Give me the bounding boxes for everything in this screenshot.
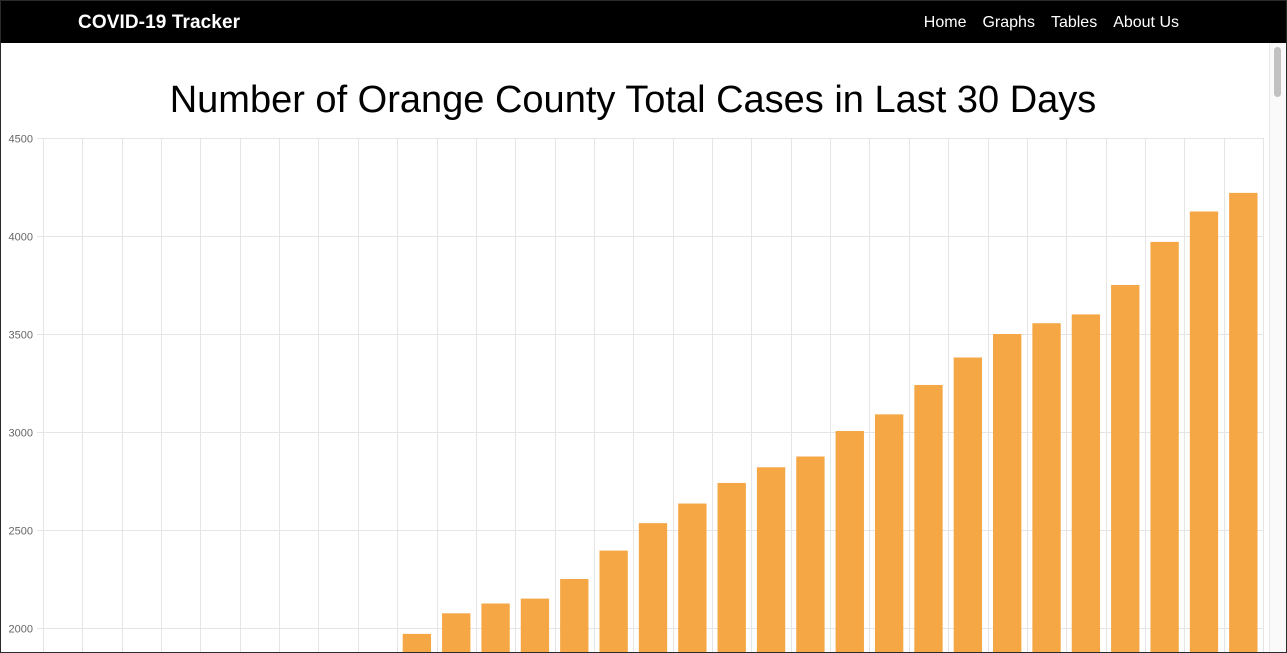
bar (953, 357, 983, 652)
bar (1189, 211, 1219, 652)
bar-chart: 2000 2500 3000 3500 4000 4500 (9, 134, 1264, 652)
bar (638, 523, 668, 652)
bar (599, 550, 628, 652)
scrollbar[interactable] (1269, 43, 1286, 652)
bar (520, 598, 550, 652)
scrollbar-thumb[interactable] (1274, 47, 1281, 97)
bar (756, 467, 786, 652)
bar (1111, 285, 1140, 652)
bar (717, 482, 746, 652)
bar (1071, 314, 1101, 652)
nav-links: Home Graphs Tables About Us (924, 14, 1179, 32)
bar (402, 633, 432, 652)
bar (442, 613, 471, 652)
bar (481, 603, 510, 652)
bar (1150, 241, 1179, 652)
y-tick-label: 2000 (9, 624, 33, 636)
y-tick-label: 4000 (9, 232, 33, 244)
bar (796, 456, 825, 652)
nav-link-graphs[interactable]: Graphs (982, 14, 1035, 31)
bar (1032, 323, 1061, 652)
y-tick-label: 4500 (9, 134, 33, 146)
page-title: Number of Orange County Total Cases in L… (169, 79, 1097, 121)
navbar: COVID-19 Tracker Home Graphs Tables Abou… (1, 1, 1286, 43)
brand-logo[interactable]: COVID-19 Tracker (78, 12, 241, 33)
bar (560, 579, 589, 652)
bar (1229, 192, 1258, 652)
nav-link-about-us[interactable]: About Us (1113, 14, 1179, 31)
y-tick-label: 2500 (9, 526, 33, 538)
nav-link-home[interactable]: Home (923, 14, 967, 31)
y-tick-label: 3000 (9, 428, 33, 440)
bar (874, 414, 904, 652)
nav-link-tables[interactable]: Tables (1050, 14, 1098, 31)
bar (678, 503, 707, 652)
bar (914, 384, 943, 652)
bar (835, 431, 864, 652)
y-tick-label: 3500 (9, 330, 33, 342)
bar (993, 334, 1022, 652)
